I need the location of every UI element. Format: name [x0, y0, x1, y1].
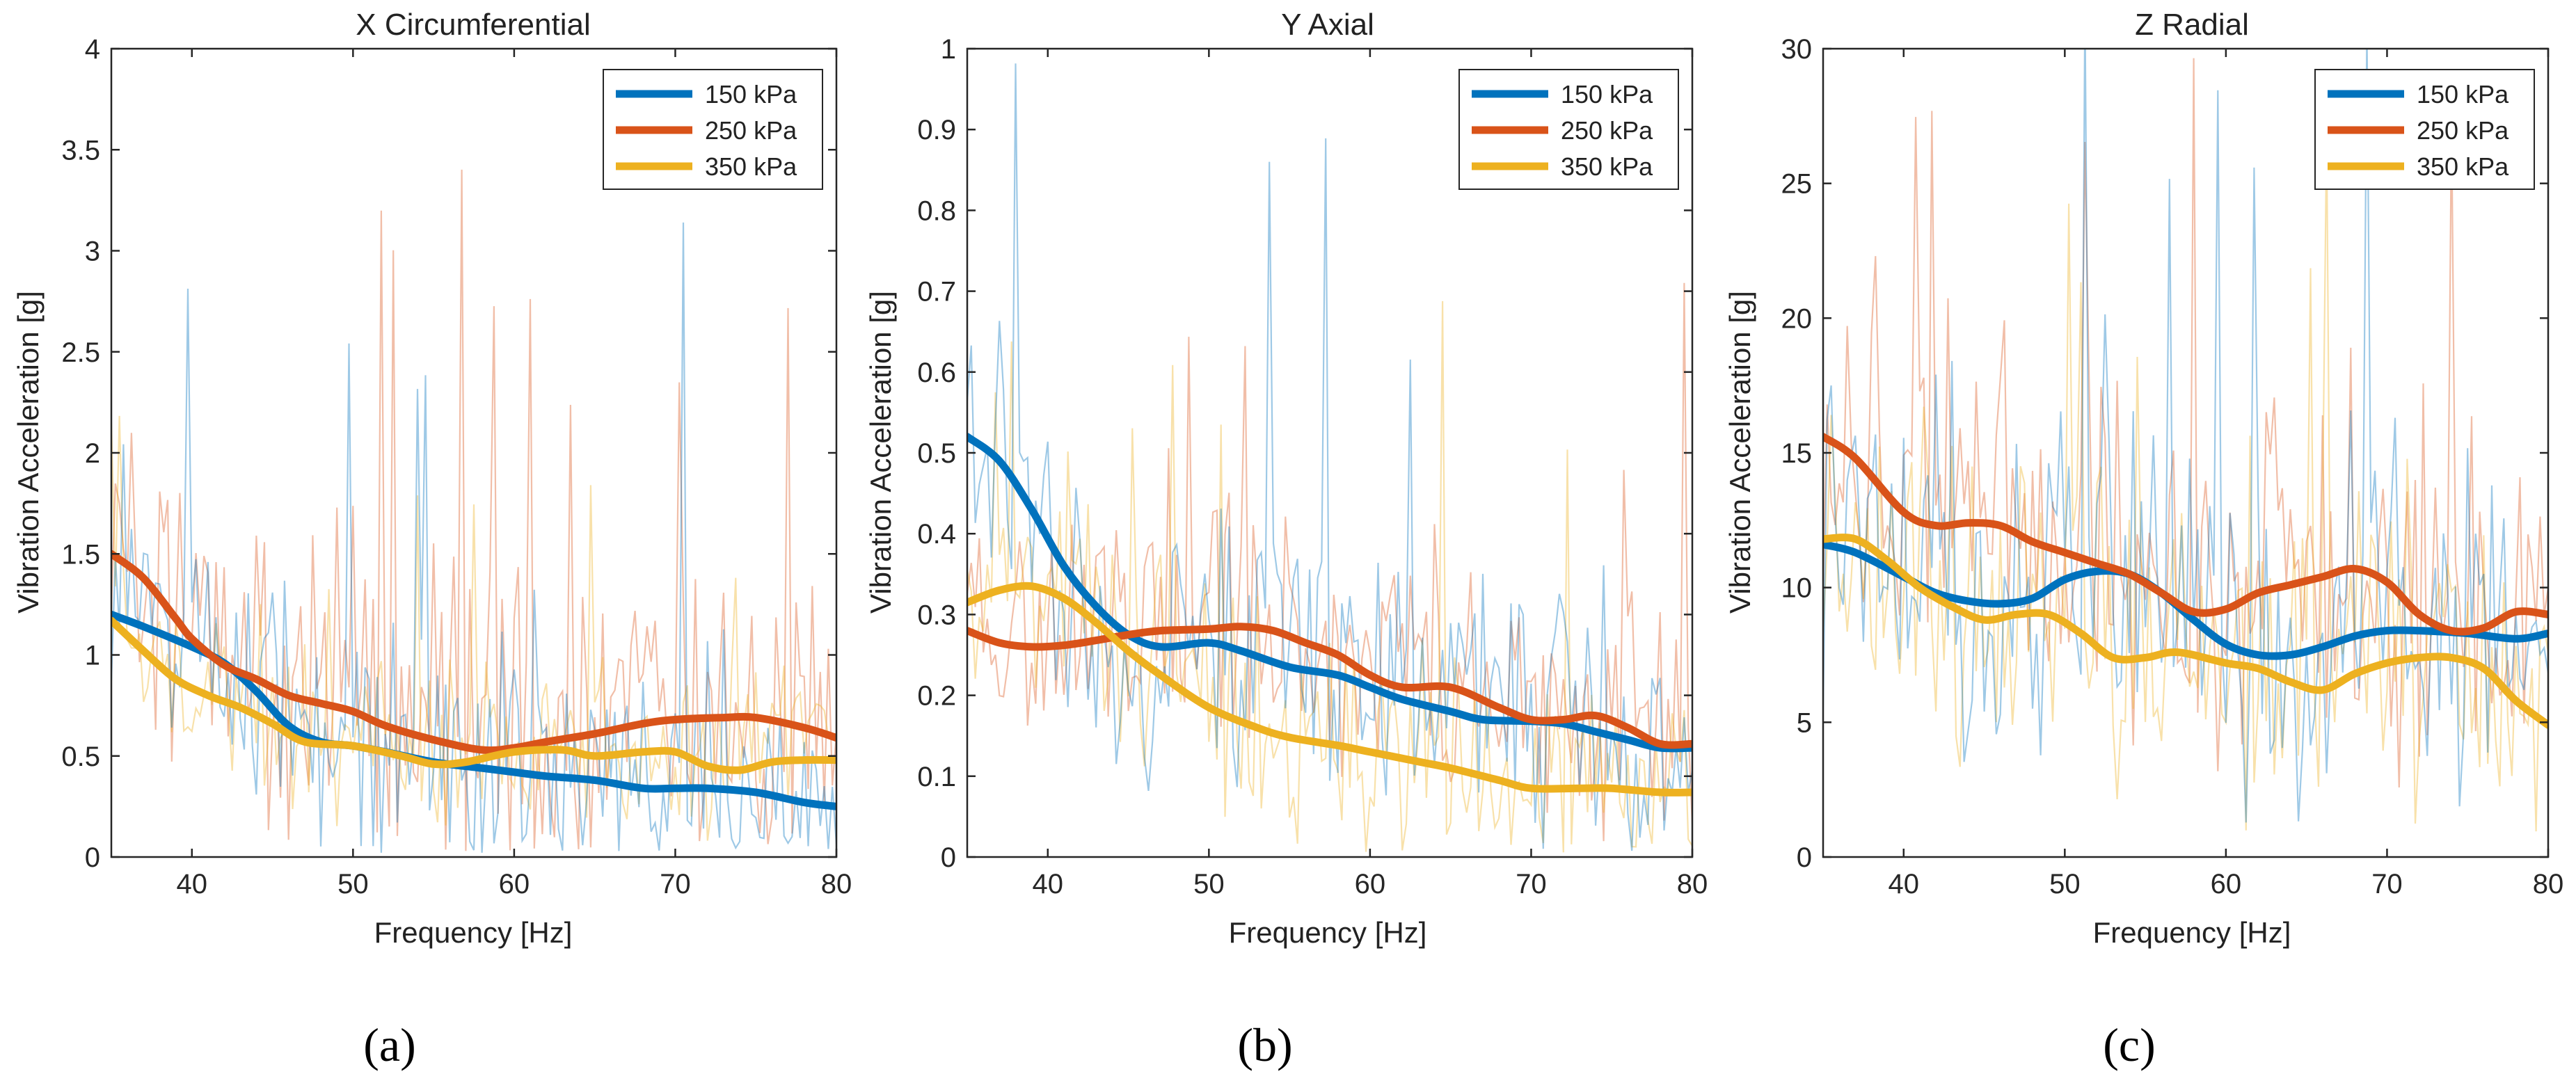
- y-tick-label: 5: [1797, 707, 1812, 738]
- panel-label: (b): [1237, 1018, 1292, 1071]
- series-line-150-kpa: [967, 433, 1692, 753]
- y-tick-label: 3: [85, 237, 100, 267]
- y-tick-label: 0: [85, 842, 100, 873]
- y-tick-label: 0.2: [917, 681, 956, 712]
- raw-trace-350-kpa: [967, 301, 1692, 853]
- y-tick-label: 1: [85, 641, 100, 671]
- raw-trace-150-kpa: [111, 222, 836, 853]
- legend-label: 150 kPa: [2417, 80, 2509, 109]
- series-line-250-kpa: [1823, 433, 2548, 636]
- legend-label: 350 kPa: [1561, 152, 1653, 181]
- series-line-350-kpa: [967, 582, 1692, 796]
- y-axis-label: Vibration Acceleration [g]: [864, 291, 897, 614]
- series-line-350-kpa: [1823, 534, 2548, 729]
- x-tick-label: 50: [1193, 869, 1225, 899]
- legend: 150 kPa 250 kPa 350 kPa: [1458, 69, 1679, 190]
- x-tick-label: 50: [337, 869, 369, 899]
- series-line-250-kpa: [111, 550, 836, 755]
- y-tick-label: 0.6: [917, 358, 956, 388]
- series-line-350-kpa: [111, 616, 836, 774]
- chart-title: Y Axial: [1281, 8, 1374, 42]
- y-tick-label: 0.5: [61, 742, 100, 772]
- y-tick-label: 0.8: [917, 195, 956, 226]
- y-tick-label: 20: [1781, 303, 1813, 334]
- y-tick-label: 25: [1781, 169, 1813, 200]
- x-tick-label: 70: [660, 869, 691, 899]
- x-tick-label: 80: [1677, 869, 1708, 899]
- y-tick-label: 4: [85, 34, 100, 65]
- y-tick-label: 15: [1781, 438, 1813, 469]
- chart-title: X Circumferential: [356, 8, 590, 42]
- series-line-250-kpa: [967, 623, 1692, 749]
- y-axis-label: Vibration Acceleration [g]: [12, 291, 45, 614]
- x-axis-label: Frequency [Hz]: [374, 916, 573, 949]
- y-tick-label: 0.1: [917, 762, 956, 792]
- chart-panel-a: X Circumferential Vibration Acceleration…: [12, 8, 852, 1071]
- x-tick-label: 80: [821, 869, 852, 899]
- legend-label: 250 kPa: [1561, 116, 1653, 145]
- panel-label: (c): [2103, 1018, 2155, 1071]
- legend: 150 kPa 250 kPa 350 kPa: [603, 69, 823, 190]
- x-tick-label: 50: [2049, 869, 2081, 899]
- y-tick-label: 0.7: [917, 277, 956, 307]
- series-lines: [111, 550, 836, 810]
- y-tick-label: 3.5: [61, 135, 100, 166]
- legend-label: 150 kPa: [1561, 80, 1653, 109]
- x-axis-label: Frequency [Hz]: [1229, 916, 1427, 949]
- x-tick-label: 40: [1889, 869, 1920, 899]
- y-tick-label: 1: [941, 34, 956, 65]
- y-tick-label: 0.3: [917, 600, 956, 630]
- x-tick-label: 40: [1033, 869, 1064, 899]
- x-tick-label: 70: [2371, 869, 2403, 899]
- raw-trace-150-kpa: [1823, 49, 2548, 823]
- y-tick-label: 0.5: [917, 438, 956, 469]
- legend-label: 350 kPa: [2417, 152, 2509, 181]
- legend-label: 250 kPa: [705, 116, 797, 145]
- legend-label: 150 kPa: [705, 80, 797, 109]
- x-tick-label: 80: [2533, 869, 2564, 899]
- y-tick-label: 0: [941, 842, 956, 873]
- legend-label: 350 kPa: [705, 152, 797, 181]
- chart-panel-c: Z Radial Vibration Acceleration [g] Freq…: [1724, 8, 2564, 1071]
- x-axis-label: Frequency [Hz]: [2093, 916, 2291, 949]
- x-tick-label: 60: [2211, 869, 2242, 899]
- series-lines: [967, 433, 1692, 796]
- legend: 150 kPa 250 kPa 350 kPa: [2314, 69, 2535, 190]
- x-tick-label: 40: [177, 869, 208, 899]
- y-tick-label: 1.5: [61, 539, 100, 570]
- y-tick-label: 30: [1781, 34, 1813, 65]
- y-tick-label: 2: [85, 438, 100, 469]
- x-tick-label: 60: [499, 869, 530, 899]
- x-tick-label: 70: [1516, 869, 1547, 899]
- y-tick-label: 0.9: [917, 115, 956, 145]
- legend-label: 250 kPa: [2417, 116, 2509, 145]
- x-tick-label: 60: [1355, 869, 1386, 899]
- y-tick-label: 2.5: [61, 337, 100, 368]
- y-tick-label: 0: [1797, 842, 1812, 873]
- panel-label: (a): [363, 1018, 415, 1071]
- y-axis-label: Vibration Acceleration [g]: [1724, 291, 1756, 614]
- chart-panel-b: Y Axial Vibration Acceleration [g] Frequ…: [864, 8, 1708, 1071]
- chart-title: Z Radial: [2135, 8, 2249, 42]
- raw-trace-250-kpa: [1823, 58, 2548, 788]
- y-tick-label: 10: [1781, 573, 1813, 604]
- y-tick-label: 0.4: [917, 519, 956, 550]
- series-lines: [1823, 433, 2548, 729]
